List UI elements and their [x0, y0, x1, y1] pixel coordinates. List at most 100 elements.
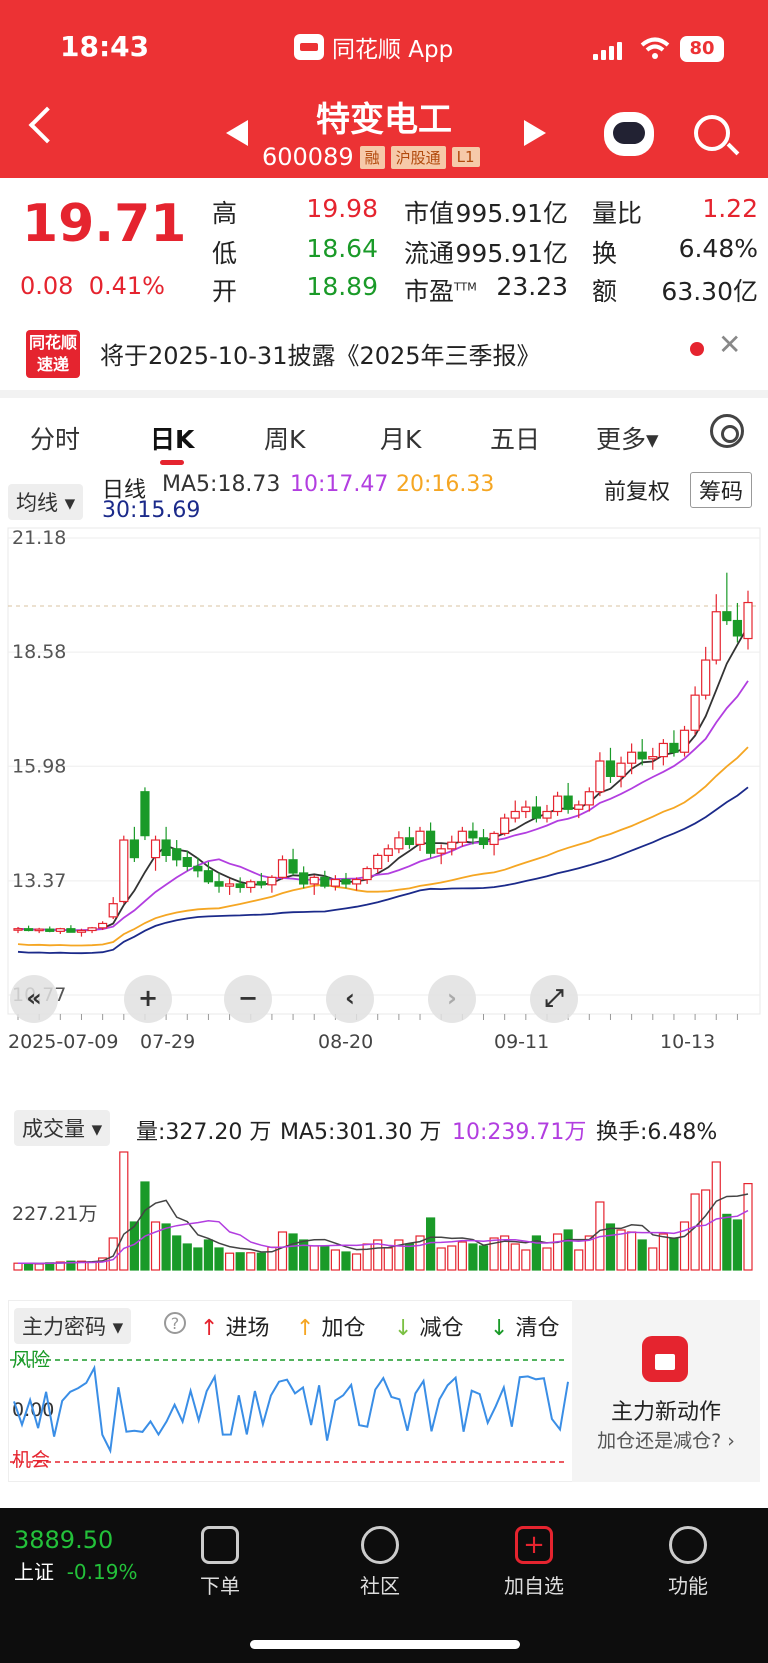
candle — [605, 747, 616, 783]
volume-bar — [732, 1219, 743, 1271]
tab-underline — [160, 460, 184, 465]
volume-bar — [447, 1245, 457, 1271]
candle — [616, 756, 626, 788]
candle — [595, 752, 605, 797]
volume-ma10: 10:239.71万 — [452, 1120, 587, 1145]
last-price: 19.71 — [22, 194, 187, 254]
volume-bar — [13, 1262, 23, 1271]
volume-select-button[interactable]: 成交量 ▾ — [14, 1110, 111, 1146]
zhuli-promo[interactable] — [572, 1300, 760, 1482]
ma5-line — [17, 625, 749, 932]
tab-monthly-k[interactable]: 月K — [380, 425, 422, 454]
label-amount: 额 — [592, 277, 618, 306]
tab-add-watch[interactable]: + 加自选 — [474, 1526, 594, 1599]
tab-order[interactable]: 下单 — [160, 1526, 280, 1599]
stock-name: 特变电工 — [316, 100, 452, 140]
candle — [277, 855, 288, 880]
tab-more[interactable]: 更多▾ — [596, 425, 659, 454]
tab-community[interactable]: 社区 — [320, 1526, 440, 1599]
arrow-down-icon: ↓ — [490, 1316, 509, 1341]
next-stock-icon[interactable] — [524, 120, 546, 146]
candle — [383, 844, 393, 862]
ma5-value: MA5:18.73 — [162, 472, 281, 497]
volume-bar — [478, 1245, 489, 1271]
volume-bar — [55, 1261, 65, 1271]
index-ticker[interactable]: 3889.50 上证 -0.19% — [14, 1526, 137, 1585]
promo-subtitle: 加仓还是减仓? › — [597, 1430, 735, 1452]
robot-assistant-icon[interactable] — [604, 112, 654, 156]
candle — [299, 866, 309, 889]
notice-banner[interactable]: 同花顺 速递 将于2025-10-31披露《2025年三季报》 — [0, 316, 768, 388]
volume-bar — [23, 1262, 34, 1271]
volume-bar — [404, 1243, 415, 1271]
settings-icon[interactable] — [710, 414, 744, 448]
volume-bar — [66, 1260, 76, 1271]
candle — [98, 921, 108, 931]
tag-margin: 融 — [359, 145, 385, 169]
candle — [341, 872, 351, 889]
quote-panel: 19.71 0.08 0.41% 高 19.98 市值 995.91亿 量比 1… — [0, 178, 768, 312]
zhuli-select-button[interactable]: 主力密码 ▾ — [14, 1308, 132, 1344]
volume-bar — [203, 1239, 214, 1271]
tab-five-day[interactable]: 五日 — [490, 425, 541, 454]
stock-code: 600089 — [262, 143, 354, 171]
chips-button[interactable]: 筹码 — [690, 472, 753, 508]
tab-functions-label: 功能 — [668, 1574, 708, 1598]
volume-chart[interactable]: 227.21万 — [0, 1140, 768, 1290]
candle — [510, 800, 520, 823]
wifi-icon — [640, 36, 670, 60]
legend-reduce: 减仓 — [419, 1316, 464, 1341]
adjust-label[interactable]: 前复权 — [604, 480, 671, 505]
prev-stock-icon[interactable] — [226, 120, 248, 146]
candle — [468, 822, 478, 845]
candle — [404, 826, 415, 849]
candle — [478, 829, 489, 849]
close-icon[interactable]: ✕ — [718, 328, 742, 361]
fullscreen-icon[interactable]: ⤢ — [530, 975, 578, 1023]
candle — [732, 602, 743, 643]
volume-y-tick: 227.21万 — [12, 1203, 97, 1225]
search-icon[interactable] — [694, 115, 730, 151]
period-tabs: 分时 日K 周K 月K 五日 更多▾ — [0, 400, 768, 466]
zoom-out-icon[interactable]: − — [224, 975, 272, 1023]
volume-bar — [679, 1221, 690, 1271]
label-high: 高 — [212, 199, 238, 228]
scroll-left-icon[interactable]: « — [10, 975, 58, 1023]
prev-page-icon[interactable]: ‹ — [326, 975, 374, 1023]
promo-title: 主力新动作 — [610, 1400, 721, 1425]
volume-bar — [34, 1263, 44, 1271]
label-volratio: 量比 — [592, 199, 643, 228]
tab-intraday[interactable]: 分时 — [30, 425, 81, 454]
battery-icon: 80 — [680, 36, 724, 62]
x-tick-label: 2025-07-09 — [8, 1031, 118, 1053]
candle — [373, 853, 383, 873]
candle — [531, 796, 542, 823]
candle — [161, 826, 171, 862]
zoom-in-icon[interactable]: + — [124, 975, 172, 1023]
volume-legend: 成交量 ▾ 量:327.20 万 MA5:301.30 万 10:239.71万… — [0, 1108, 768, 1148]
tab-functions[interactable]: 功能 — [628, 1526, 748, 1599]
candle — [87, 926, 97, 934]
volume-bar — [510, 1243, 520, 1271]
candle — [246, 879, 256, 893]
tab-daily-k[interactable]: 日K — [150, 425, 195, 454]
ma-select-button[interactable]: 均线 ▾ — [8, 484, 84, 520]
candle — [34, 927, 44, 934]
candle — [214, 872, 224, 893]
x-tick-label: 07-29 — [140, 1031, 195, 1053]
zhuli-chart[interactable]: 风险 0.00 机会 — [0, 1350, 572, 1482]
help-icon[interactable]: ? — [164, 1312, 186, 1334]
tab-add-watch-label: 加自选 — [504, 1574, 564, 1598]
value-amount: 63.30亿 — [661, 277, 758, 306]
y-tick-label: 18.58 — [12, 641, 66, 663]
value-low: 18.64 — [306, 234, 378, 263]
volume-bar — [246, 1252, 256, 1271]
next-page-icon[interactable]: › — [428, 975, 476, 1023]
volume-bar — [627, 1231, 637, 1271]
volume-bar — [436, 1247, 446, 1271]
tab-weekly-k[interactable]: 周K — [264, 425, 306, 454]
volume-bar — [320, 1245, 330, 1271]
candle — [711, 594, 721, 665]
app-header: 18:43 同花顺 App 80 特变电工 600089 融 沪股通 L1 — [0, 0, 768, 178]
